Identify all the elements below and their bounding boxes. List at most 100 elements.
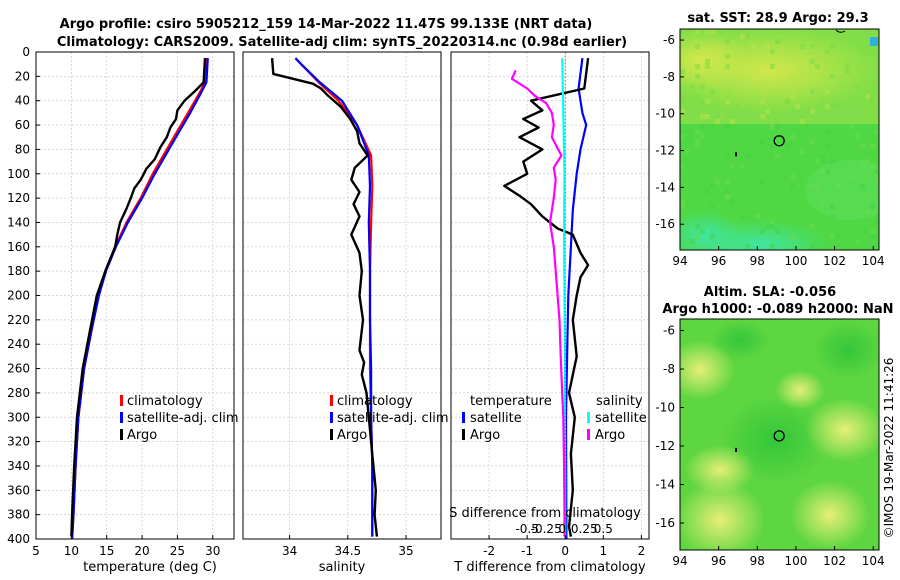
map-xtick-label: 96 bbox=[711, 554, 726, 568]
ytick-label: 260 bbox=[7, 362, 30, 376]
xtick-label: 10 bbox=[64, 544, 79, 558]
sst-map-panel: sat. SST: 28.9 Argo: 29.3 94 96 98 100 102 10… bbox=[655, 11, 885, 268]
series-line-argo bbox=[270, 58, 379, 537]
salinity-diff-tick-label: -0.25 bbox=[531, 522, 562, 536]
legend-t-argo-swatch bbox=[462, 429, 465, 440]
figure-title-line1: Argo profile: csiro 5905212_159 14-Mar-2… bbox=[60, 17, 593, 32]
xtick-label: 20 bbox=[134, 544, 149, 558]
copyright-label: ©IMOS 19-Mar-2022 11:41:26 bbox=[882, 358, 896, 539]
sla-map-panel: Altim. SLA: -0.056 Argo h1000: -0.089 h2… bbox=[655, 285, 893, 568]
legend-climatology-swatch bbox=[330, 395, 333, 406]
sst-map-frame bbox=[679, 28, 880, 251]
temperature-xticks: 5 10 15 20 25 30 bbox=[32, 535, 220, 558]
ytick-label: 300 bbox=[7, 410, 30, 424]
difference-grid bbox=[451, 51, 649, 540]
ytick-label: 200 bbox=[7, 289, 30, 303]
xtick-label: 25 bbox=[170, 544, 185, 558]
ytick-label: 320 bbox=[7, 435, 30, 449]
legend-s-satellite-swatch bbox=[587, 412, 590, 423]
map-ytick-label: -8 bbox=[663, 70, 675, 84]
depth-yticks: 0 20 40 60 80 100 120 140 160 180 200 220 240 260 280 3… bbox=[7, 45, 40, 546]
legend-t-satellite-label: satellite bbox=[470, 411, 522, 426]
legend-argo-label: Argo bbox=[337, 428, 367, 443]
temperature-grid bbox=[35, 51, 234, 540]
salinity-diff-ticks: -0.5-0.250 0.250.5 bbox=[515, 522, 612, 536]
legend-argo-swatch bbox=[120, 429, 123, 440]
difference-panel: -2 -1 0 1 2 -0.5-0.250 0.250.5 S difference f… bbox=[449, 51, 650, 575]
legend-argo-swatch bbox=[330, 429, 333, 440]
ytick-label: 60 bbox=[15, 118, 30, 132]
map-xtick-label: 98 bbox=[750, 254, 765, 268]
legend-climatology-label: climatology bbox=[337, 394, 413, 409]
legend-climatology-swatch bbox=[120, 395, 123, 406]
sla-heatmap bbox=[680, 319, 879, 550]
map-edge-mark bbox=[835, 29, 846, 33]
map-xtick-label: 102 bbox=[823, 254, 846, 268]
map-ytick-label: -16 bbox=[655, 217, 675, 231]
ytick-label: 220 bbox=[7, 313, 30, 327]
ytick-label: 400 bbox=[7, 532, 30, 546]
map-xtick-label: 94 bbox=[672, 254, 687, 268]
legend-climatology-label: climatology bbox=[127, 394, 203, 409]
legend-s-argo-label: Argo bbox=[595, 428, 625, 443]
temperature-panel: 5 10 15 20 25 30 0 20 40 60 80 100 120 140 160 180 200 2… bbox=[7, 45, 239, 575]
legend-s-satellite-label: satellite bbox=[595, 411, 647, 426]
xtick-label: -1 bbox=[521, 544, 533, 558]
salinity-legend: climatology satellite-adj. clim Argo bbox=[330, 394, 449, 443]
legend-satellite-label: satellite-adj. clim bbox=[337, 411, 449, 426]
ytick-label: 120 bbox=[7, 191, 30, 205]
series-line-satellite-adj-clim bbox=[71, 58, 209, 540]
legend-temperature-header: temperature bbox=[470, 394, 552, 409]
map-xtick-label: 96 bbox=[711, 254, 726, 268]
series-line-argo-s- bbox=[510, 69, 566, 537]
sla-map-frame bbox=[679, 318, 880, 551]
map-ytick-label: -6 bbox=[663, 33, 675, 47]
map-xtick-label: 100 bbox=[784, 554, 807, 568]
salinity-lines bbox=[270, 57, 379, 537]
difference-xticks: -2 -1 0 1 2 bbox=[483, 535, 645, 558]
map-xtick-label: 104 bbox=[862, 554, 885, 568]
ytick-label: 80 bbox=[15, 142, 30, 156]
ytick-label: 380 bbox=[7, 508, 30, 522]
ytick-label: 340 bbox=[7, 459, 30, 473]
salinity-grid bbox=[243, 51, 441, 540]
salinity-xlabel: salinity bbox=[319, 560, 366, 575]
series-line-satellite-s- bbox=[561, 58, 567, 537]
xtick-label: 0 bbox=[561, 544, 569, 558]
difference-axes-frame bbox=[450, 51, 650, 540]
temperature-lines bbox=[70, 58, 209, 540]
legend-t-argo-label: Argo bbox=[470, 428, 500, 443]
map-ytick-label: -12 bbox=[655, 439, 675, 453]
legend-argo-label: Argo bbox=[127, 428, 157, 443]
salinity-diff-label: S difference from climatology bbox=[449, 506, 641, 521]
series-line-satellite-t- bbox=[564, 57, 588, 540]
argo-profile-marker bbox=[773, 135, 785, 147]
sst-map-xticks: 94 96 98 100 102 104 bbox=[672, 246, 885, 268]
temperature-xlabel: temperature (deg C) bbox=[83, 560, 217, 575]
xtick-label: 2 bbox=[638, 544, 646, 558]
map-ytick-label: -10 bbox=[655, 107, 675, 121]
xtick-label: 34 bbox=[282, 544, 297, 558]
xtick-label: 1 bbox=[599, 544, 607, 558]
salinity-axes-frame bbox=[242, 51, 442, 540]
sla-map-yticks: -6 -8 -10 -12 -14 -16 bbox=[655, 324, 684, 530]
map-xtick-label: 102 bbox=[823, 554, 846, 568]
ytick-label: 140 bbox=[7, 215, 30, 229]
ytick-label: 360 bbox=[7, 483, 30, 497]
map-ytick-label: -6 bbox=[663, 324, 675, 338]
salinity-panel: 34 34.5 35 salinity climatology satellite-… bbox=[242, 51, 449, 575]
map-ytick-label: -12 bbox=[655, 144, 675, 158]
sst-heatmap bbox=[680, 29, 879, 250]
legend-s-argo-swatch bbox=[587, 429, 590, 440]
temperature-diff-xlabel: T difference from climatology bbox=[453, 560, 646, 575]
sla-map-subtitle: Argo h1000: -0.089 h2000: NaN bbox=[662, 302, 893, 317]
legend-satellite-label: satellite-adj. clim bbox=[127, 411, 239, 426]
ytick-label: 280 bbox=[7, 386, 30, 400]
legend-t-satellite-swatch bbox=[462, 412, 465, 423]
salinity-diff-tick-label: 0 bbox=[558, 522, 566, 536]
figure-title-line2: Climatology: CARS2009. Satellite-adj cli… bbox=[57, 35, 627, 50]
map-xtick-label: 94 bbox=[672, 554, 687, 568]
series-line-climatology bbox=[71, 58, 208, 540]
sla-map-xticks: 94 96 98 100 102 104 bbox=[672, 546, 885, 568]
